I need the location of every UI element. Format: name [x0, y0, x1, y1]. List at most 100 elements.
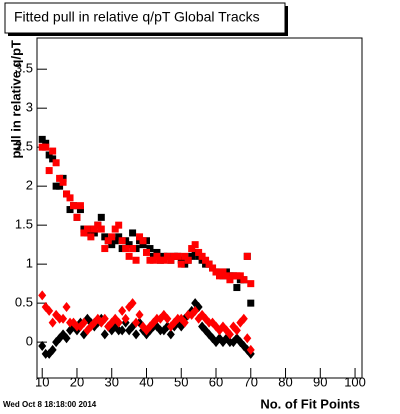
data-point — [184, 256, 192, 264]
data-point — [80, 229, 88, 237]
data-point — [49, 155, 57, 163]
data-point — [209, 264, 217, 272]
data-point — [108, 233, 116, 241]
data-point — [219, 268, 227, 276]
data-point — [129, 245, 137, 253]
data-point — [115, 221, 123, 229]
data-point — [101, 245, 109, 253]
data-point — [246, 344, 255, 355]
data-point — [63, 190, 71, 198]
data-point — [115, 233, 123, 241]
data-point — [73, 213, 81, 221]
x-tick-label: 80 — [278, 374, 292, 389]
y-tick-label: 0.5 — [15, 295, 33, 310]
y-tick-label: 3 — [26, 100, 33, 115]
data-point — [191, 305, 200, 316]
y-tick-label: 0 — [26, 334, 33, 349]
data-point — [122, 245, 130, 253]
x-tick-label: 30 — [104, 374, 118, 389]
data-point — [195, 248, 203, 256]
data-point — [90, 229, 98, 237]
data-point — [177, 256, 185, 264]
data-point — [118, 305, 127, 316]
y-tick-label: 1.5 — [15, 217, 33, 232]
data-point — [45, 167, 53, 175]
data-point — [114, 317, 123, 328]
data-point — [118, 237, 126, 245]
data-point — [188, 245, 196, 253]
data-point — [198, 252, 206, 260]
data-point — [42, 139, 50, 147]
data-point — [129, 229, 137, 237]
y-tick-label: 2 — [26, 178, 33, 193]
data-point — [188, 252, 196, 260]
data-point — [215, 272, 223, 280]
data-point — [191, 241, 199, 249]
data-point — [111, 237, 119, 245]
data-point — [52, 159, 60, 167]
data-point — [94, 221, 102, 229]
data-point — [132, 256, 140, 264]
plot-frame — [36, 37, 363, 379]
chart-title: Fitted pull in relative q/pT Global Trac… — [14, 9, 260, 25]
data-point — [101, 233, 109, 241]
data-point — [42, 143, 50, 151]
data-point — [76, 206, 84, 214]
x-tick-label: 60 — [209, 374, 223, 389]
data-point — [139, 241, 147, 249]
title-box — [4, 2, 286, 34]
x-tick-label: 10 — [35, 374, 49, 389]
data-point — [121, 313, 130, 324]
data-point — [236, 272, 244, 280]
x-tick-label: 50 — [174, 374, 188, 389]
data-point — [240, 276, 248, 284]
footer: Wed Oct 8 18:18:00 2014 — [3, 400, 97, 409]
data-point — [163, 252, 171, 260]
data-point — [174, 252, 182, 260]
y-tick-label: 1 — [26, 256, 33, 271]
data-point — [153, 252, 161, 260]
data-point — [222, 272, 230, 280]
data-point — [48, 344, 57, 355]
data-point — [177, 260, 185, 268]
x-tick-label: 90 — [313, 374, 327, 389]
data-point — [212, 268, 220, 276]
data-point — [205, 260, 213, 268]
data-point — [38, 341, 47, 352]
data-point — [160, 256, 168, 264]
data-point — [87, 233, 95, 241]
data-point — [232, 325, 241, 336]
data-point — [202, 256, 210, 264]
data-point — [38, 135, 46, 143]
data-point — [45, 151, 53, 159]
data-point — [97, 213, 105, 221]
data-point — [104, 237, 112, 245]
data-point — [243, 333, 252, 344]
data-point — [111, 225, 119, 233]
x-tick-label: 40 — [139, 374, 153, 389]
data-point — [62, 302, 71, 313]
data-point — [108, 241, 116, 249]
data-point — [66, 194, 74, 202]
data-point — [56, 182, 64, 190]
data-point — [125, 241, 133, 249]
data-point — [90, 225, 98, 233]
data-point — [136, 233, 144, 241]
data-point — [233, 284, 241, 292]
data-point — [59, 313, 68, 324]
data-point — [125, 252, 133, 260]
data-point — [146, 245, 154, 253]
data-point — [38, 290, 47, 301]
data-point — [76, 202, 84, 210]
data-point — [167, 256, 175, 264]
data-point — [100, 313, 109, 324]
data-point — [100, 329, 109, 340]
y-tick-label: 2.5 — [15, 139, 33, 154]
y-axis-label: pull in relative q/pT — [8, 40, 23, 159]
data-point — [56, 174, 64, 182]
data-point — [132, 317, 141, 328]
data-point — [45, 305, 54, 316]
data-point — [166, 329, 175, 340]
y-tick-label: 3.5 — [15, 61, 33, 76]
data-point — [181, 252, 189, 260]
